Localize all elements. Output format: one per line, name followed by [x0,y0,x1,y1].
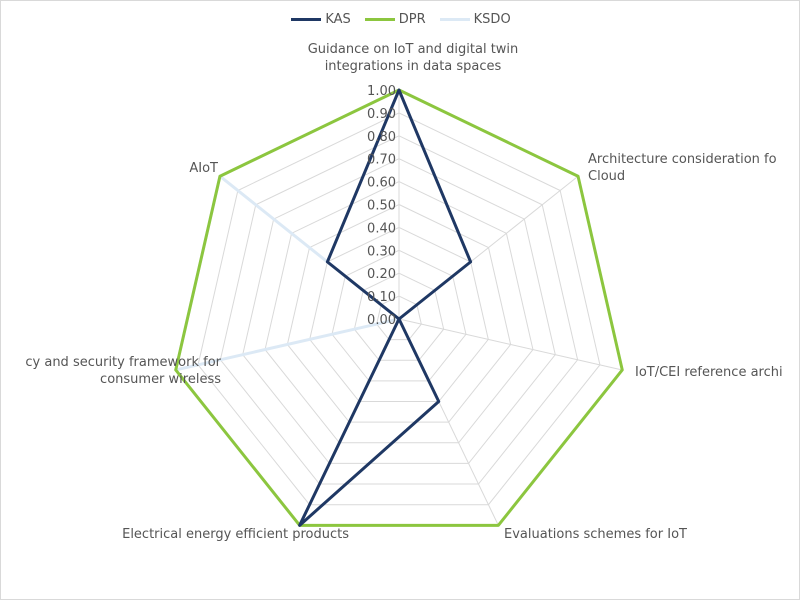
category-label: Architecture consideration fo Cloud [588,152,777,184]
category-label-line: cy and security framework for [25,355,221,370]
grid-ring [331,249,467,382]
category-label: IoT/CEI reference archi [635,365,783,380]
radial-tick-label: 0.20 [367,267,396,282]
grid-ring [264,181,534,444]
series-line-dpr [174,88,624,527]
category-label-line: consumer wireless [100,372,221,387]
radial-tick-label: 0.50 [367,199,396,214]
grid-ring [219,135,579,485]
radial-tick-label: 1.00 [367,84,396,99]
grid-ring [376,295,422,341]
category-label-line: Guidance on IoT and digital twin [308,42,519,57]
category-label-line: AIoT [189,161,218,176]
legend: KAS DPR KSDO [1,12,800,27]
grid-ring [309,226,489,403]
category-label-line: Architecture consideration fo [588,152,777,167]
radial-tick-label: 0.30 [367,244,396,259]
radial-tick-label: 0.70 [367,153,396,168]
radial-tick-label: 0.00 [367,313,396,328]
legend-swatch-dpr [364,18,395,21]
radial-tick-label: 0.40 [367,221,396,236]
category-label-line: Electrical energy efficient products [122,527,349,542]
category-label-line: IoT/CEI reference archi [635,365,783,380]
grid-spoke [398,318,623,371]
grid-ring [242,158,556,464]
legend-item-dpr: DPR [364,12,426,27]
radial-tick-label: 0.10 [367,290,396,305]
legend-swatch-kas [291,18,322,21]
legend-swatch-ksdo [439,18,470,21]
grid-ring [353,272,445,361]
legend-item-kas: KAS [291,12,351,27]
grid-ring [197,112,601,506]
category-label: Evaluations schemes for IoT [504,527,687,542]
category-label: Electrical energy efficient products [122,527,349,542]
legend-item-ksdo: KSDO [439,12,511,27]
series-line-ksdo [174,174,401,372]
legend-label-ksdo: KSDO [473,12,511,27]
grid-ring [286,203,512,423]
category-label-line: integrations in data spaces [325,59,502,74]
category-label-line: Evaluations schemes for IoT [504,527,687,542]
legend-label-dpr: DPR [398,12,426,27]
category-label: Guidance on IoT and digital twin integrat… [308,42,519,74]
legend-label-kas: KAS [325,12,351,27]
radial-tick-label: 0.60 [367,176,396,191]
series-line-kas [298,88,473,527]
category-label-line: Cloud [588,169,625,184]
radial-tick-label: 0.90 [367,107,396,122]
category-label: cy and security framework for consumer wi… [25,355,221,387]
radial-tick-label: 0.80 [367,130,396,145]
category-label: AIoT [189,161,218,176]
